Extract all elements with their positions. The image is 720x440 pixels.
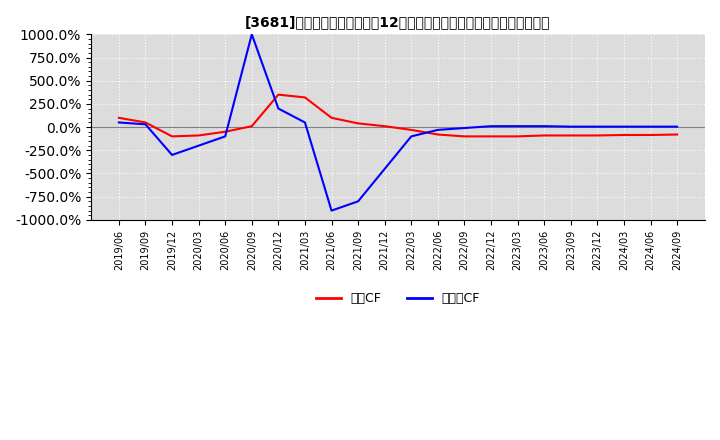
営業CF: [327, 115, 336, 121]
営業CF: [221, 129, 230, 134]
営業CF: [513, 134, 522, 139]
フリーCF: [114, 120, 123, 125]
フリーCF: [540, 124, 549, 129]
営業CF: [593, 133, 602, 138]
営業CF: [114, 115, 123, 121]
営業CF: [407, 127, 415, 132]
営業CF: [194, 133, 203, 138]
Title: [3681]　キャッシュフローの12か月移動合計の対前年同期増減率の推移: [3681] キャッシュフローの12か月移動合計の対前年同期増減率の推移: [246, 15, 551, 29]
フリーCF: [460, 125, 469, 131]
営業CF: [540, 133, 549, 138]
フリーCF: [327, 208, 336, 213]
営業CF: [433, 132, 442, 137]
Line: フリーCF: フリーCF: [119, 34, 677, 211]
フリーCF: [194, 143, 203, 148]
営業CF: [567, 133, 575, 138]
営業CF: [460, 134, 469, 139]
Line: 営業CF: 営業CF: [119, 95, 677, 136]
営業CF: [646, 132, 654, 138]
フリーCF: [433, 127, 442, 132]
営業CF: [672, 132, 681, 137]
フリーCF: [141, 122, 150, 127]
フリーCF: [248, 32, 256, 37]
営業CF: [248, 124, 256, 129]
営業CF: [620, 132, 629, 138]
フリーCF: [407, 134, 415, 139]
フリーCF: [567, 124, 575, 129]
フリーCF: [221, 134, 230, 139]
営業CF: [380, 124, 389, 129]
フリーCF: [380, 166, 389, 172]
フリーCF: [513, 124, 522, 129]
フリーCF: [354, 199, 362, 204]
営業CF: [141, 120, 150, 125]
フリーCF: [620, 124, 629, 129]
フリーCF: [487, 124, 495, 129]
Legend: 営業CF, フリーCF: 営業CF, フリーCF: [311, 287, 485, 310]
フリーCF: [593, 124, 602, 129]
営業CF: [354, 121, 362, 126]
フリーCF: [301, 120, 310, 125]
フリーCF: [274, 106, 283, 111]
フリーCF: [646, 124, 654, 129]
フリーCF: [672, 124, 681, 129]
営業CF: [168, 134, 176, 139]
営業CF: [274, 92, 283, 97]
営業CF: [301, 95, 310, 100]
営業CF: [487, 134, 495, 139]
フリーCF: [168, 152, 176, 158]
